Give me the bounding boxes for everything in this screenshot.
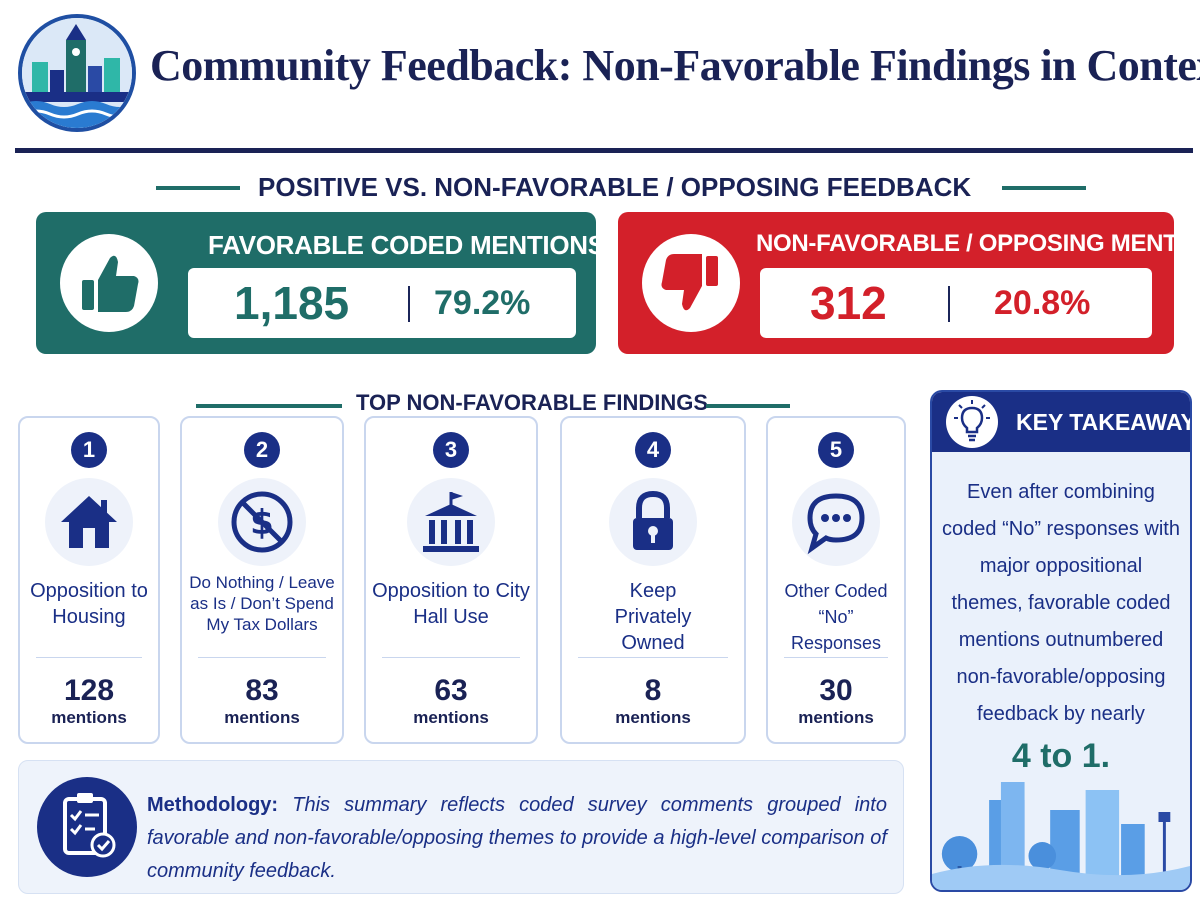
non-favorable-panel: NON-FAVORABLE / OPPOSING MENTIONS 312 20… [618, 212, 1200, 354]
svg-text:$: $ [250, 503, 274, 543]
finding-label: Do Nothing / Leave as Is / Don’t Spend M… [189, 573, 335, 634]
favorable-count: 1,185 [234, 277, 350, 329]
value-separator [408, 286, 410, 322]
methodology-box: Methodology: This summary reflects coded… [18, 760, 904, 894]
value-separator [948, 286, 950, 322]
finding-count: 63 [434, 674, 468, 707]
thumbs-down-icon [661, 254, 718, 311]
favorable-percent: 79.2% [434, 284, 531, 322]
non-favorable-label: NON-FAVORABLE / OPPOSING MENTIONS [756, 230, 1200, 257]
methodology-text: Methodology: This summary reflects coded… [147, 789, 887, 888]
city-skyline-logo-icon [22, 18, 132, 128]
skyline-illustration [932, 782, 1190, 890]
finding-card-2: 2 $ Do Nothing / Leave as Is / Don’t Spe… [180, 416, 344, 744]
takeaway-body: Even after combining coded “No” response… [942, 481, 1180, 725]
favorable-panel: FAVORABLE CODED MENTIONS 1,185 79.2% [36, 212, 605, 354]
house-icon [61, 496, 117, 548]
favorable-icon-circle [60, 234, 158, 332]
city-logo [18, 14, 136, 132]
finding-unit: mentions [413, 708, 489, 727]
padlock-icon [633, 490, 673, 550]
finding-label: Opposition to City Hall Use [372, 580, 530, 628]
favorable-label: FAVORABLE CODED MENTIONS [208, 230, 605, 260]
methodology-body: This summary reflects coded survey comme… [147, 794, 887, 882]
takeaway-title: KEY TAKEAWAY [1016, 409, 1192, 435]
no-dollar-icon: $ [231, 491, 293, 553]
key-takeaway-panel: KEY TAKEAWAY Even after combining coded … [930, 390, 1192, 892]
methodology-icon-circle [37, 777, 137, 877]
finding-card-4: 4 Keep Privately Owned 8 mentions [560, 416, 746, 744]
takeaway-icon-circle [946, 396, 998, 448]
finding-card-1: 1 Opposition to Housing 128 mentions [18, 416, 160, 744]
finding-count: 8 [644, 674, 662, 707]
finding-rank: 4 [635, 432, 671, 468]
finding-unit: mentions [51, 708, 127, 727]
non-favorable-count: 312 [810, 277, 887, 329]
finding-label: Keep Privately Owned [614, 580, 692, 654]
methodology-label: Methodology: [147, 794, 279, 816]
finding-icon-circle: $ [218, 478, 306, 566]
non-favorable-percent: 20.8% [994, 284, 1091, 322]
takeaway-ratio: 4 to 1. [1011, 737, 1111, 775]
finding-label: Other Coded “No” Responses [784, 581, 888, 653]
section-rule-left [156, 186, 240, 190]
finding-rank: 5 [818, 432, 854, 468]
card-divider [382, 657, 520, 658]
lightbulb-icon [954, 400, 990, 442]
findings-heading: TOP NON-FAVORABLE FINDINGS [356, 390, 709, 415]
thumbs-up-icon [82, 255, 139, 312]
finding-label: Opposition to Housing [30, 580, 148, 628]
finding-unit: mentions [224, 708, 300, 727]
speech-bubble-icon [807, 493, 865, 555]
non-favorable-value-box: 312 20.8% [760, 268, 1152, 338]
finding-rank: 1 [71, 432, 107, 468]
finding-count: 30 [819, 674, 853, 707]
finding-icon-circle [407, 478, 495, 566]
takeaway-header: KEY TAKEAWAY [932, 392, 1190, 452]
finding-rank: 3 [433, 432, 469, 468]
finding-count: 128 [63, 674, 115, 707]
checklist-clipboard-icon [63, 793, 116, 858]
city-hall-icon [423, 492, 479, 552]
card-divider [198, 657, 326, 658]
page-title: Community Feedback: Non-Favorable Findin… [150, 41, 1200, 90]
finding-icon-circle [45, 478, 133, 566]
section-rule-right [1002, 186, 1086, 190]
non-favorable-icon-circle [642, 234, 740, 332]
finding-rank: 2 [244, 432, 280, 468]
findings-rule-left [196, 404, 342, 408]
finding-unit: mentions [615, 708, 691, 727]
card-divider [784, 657, 888, 658]
card-divider [36, 657, 142, 658]
finding-unit: mentions [798, 708, 874, 727]
comparison-heading: POSITIVE VS. NON-FAVORABLE / OPPOSING FE… [258, 172, 972, 202]
findings-rule-right [706, 404, 790, 408]
finding-icon-circle [609, 478, 697, 566]
card-divider [578, 657, 728, 658]
finding-icon-circle [792, 478, 880, 566]
finding-card-3: 3 Opposition to City Hall Use 63 mention… [364, 416, 538, 744]
finding-card-5: 5 Other Coded “No” Responses 30 mentions [766, 416, 906, 744]
favorable-value-box: 1,185 79.2% [188, 268, 576, 338]
finding-count: 83 [245, 674, 279, 707]
title-divider [15, 148, 1193, 153]
